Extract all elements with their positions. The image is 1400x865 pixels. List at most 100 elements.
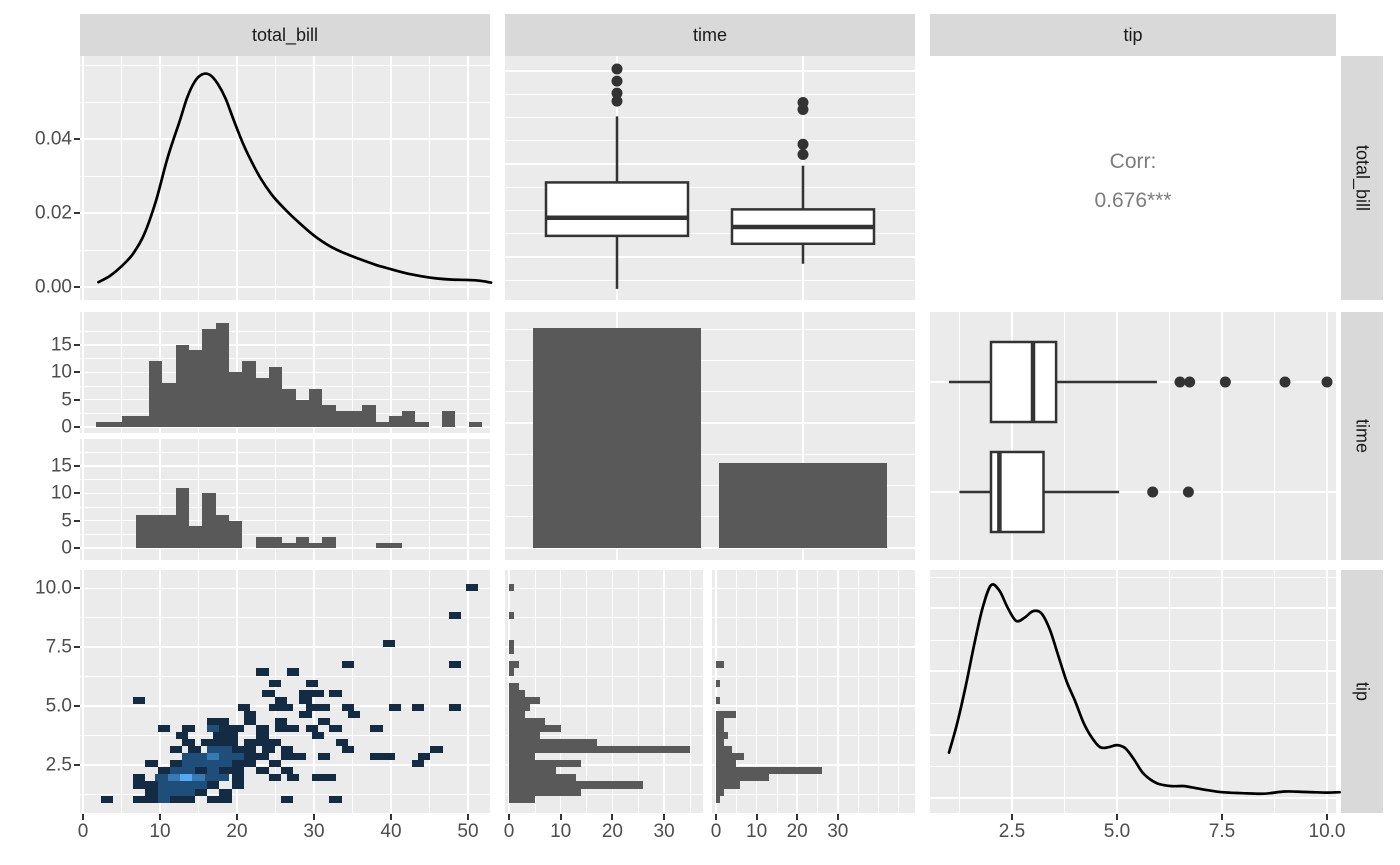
histogram-bar (268, 366, 283, 427)
bin2d-cell (256, 739, 269, 747)
gridline (505, 646, 703, 649)
histogram-bar (468, 421, 483, 427)
histogram-bar (716, 717, 725, 725)
histogram-bar (255, 537, 269, 548)
axis-tick-mark (74, 587, 80, 590)
bin2d-cell (157, 767, 170, 775)
bin2d-cell (157, 724, 170, 733)
axis-tick-mark (390, 814, 392, 820)
correlation-value: 0.676*** (1094, 189, 1172, 212)
strip-top-tip: tip (930, 14, 1336, 56)
strip-label: tip (1352, 681, 1373, 701)
histogram-bar (716, 767, 822, 775)
histogram-bar (149, 361, 163, 427)
y-axis-tick-label: 0.04 (35, 128, 72, 150)
bin2d-cell (287, 668, 300, 676)
bin2d-cell (280, 746, 294, 754)
gridline (313, 439, 315, 560)
strip-top-total-bill: total_bill (80, 14, 490, 56)
gridline (505, 764, 703, 766)
gridline (930, 639, 1336, 641)
gridline (1011, 312, 1013, 560)
histogram-bar (135, 515, 150, 548)
histogram-bar (716, 753, 745, 761)
bin2d-cell (256, 732, 269, 740)
histogram-bar (509, 717, 546, 725)
y-axis-tick-label: 0 (61, 537, 72, 559)
x-axis-tick-label: 10 (149, 821, 171, 842)
x-axis-tick-label: 5.0 (1103, 821, 1131, 842)
axis-tick-mark (467, 814, 469, 820)
axis-tick-mark (74, 646, 80, 649)
gridline (80, 646, 490, 649)
gridline (930, 576, 1336, 578)
histogram-bar (716, 710, 737, 718)
gridline (505, 516, 915, 518)
bin2d-cell (231, 781, 244, 789)
bin2d-cell (243, 753, 257, 761)
bin2d-cell (317, 717, 331, 725)
bin2d-cell (182, 753, 195, 761)
bin2d-cell (219, 795, 232, 803)
gridline (198, 439, 199, 560)
bin2d-cell (133, 774, 146, 782)
bin2d-cell (448, 611, 462, 619)
axis-tick-mark (74, 705, 80, 708)
gridline (82, 56, 84, 300)
axis-tick-mark (74, 212, 80, 214)
bin2d-cell (256, 668, 269, 676)
x-axis-tick-label: 0 (710, 821, 722, 842)
bin2d-cell (268, 760, 281, 768)
gridline (80, 64, 490, 66)
histogram-bar (308, 542, 323, 548)
gridline (467, 570, 469, 813)
bin2d-cell (448, 661, 462, 669)
y-axis-tick-label: 7.5 (45, 636, 72, 658)
bin2d-cell (213, 739, 226, 747)
bin2d-cell (167, 774, 180, 782)
gridline (80, 735, 490, 736)
gridline (80, 358, 490, 359)
bin2d-cell (206, 753, 220, 761)
gridline (505, 422, 915, 424)
gridline (429, 570, 430, 813)
bin2d-cell (182, 788, 195, 796)
histogram-bar (509, 682, 520, 690)
histogram-bar (189, 350, 203, 427)
histogram-bar (509, 583, 515, 591)
bin2d-cell (329, 795, 342, 803)
bin2d-cell (305, 703, 318, 711)
gridline (877, 570, 880, 813)
histogram-bar (509, 781, 644, 789)
histogram-bar (308, 388, 323, 427)
gridline (505, 391, 915, 393)
bin2d-cell (145, 781, 158, 789)
y-axis-tick-label: 10.0 (35, 577, 72, 599)
gridline (735, 570, 737, 813)
gridline (930, 797, 1336, 799)
gridline (80, 533, 490, 535)
gridline (467, 439, 469, 560)
panel-correlation (930, 56, 1336, 300)
gridline (505, 617, 703, 619)
gridline (275, 570, 276, 813)
bin2d-cell (182, 724, 195, 733)
count-bar (719, 463, 887, 548)
gridline (505, 735, 703, 736)
gridline (1326, 312, 1328, 560)
gridline (121, 56, 122, 300)
bin2d-cell (287, 724, 300, 733)
gridline (236, 570, 238, 813)
bin2d-cell (243, 717, 257, 725)
axis-tick-mark (74, 138, 80, 140)
histogram-bar (716, 739, 725, 747)
gridline (467, 56, 469, 300)
bin2d-cell (262, 746, 275, 754)
histogram-bar (509, 746, 690, 754)
bin2d-cell (311, 689, 324, 697)
gridline (505, 359, 915, 362)
strip-right-time: time (1341, 312, 1383, 560)
gridline (505, 279, 915, 281)
histogram-bar (716, 746, 733, 754)
